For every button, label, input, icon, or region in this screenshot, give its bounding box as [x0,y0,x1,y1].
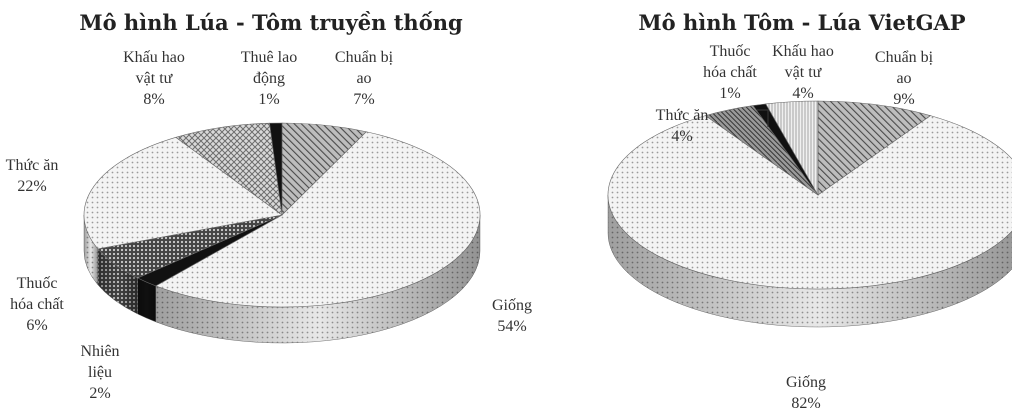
data-label-nhien-lieu: Nhiên liệu 2% [80,343,119,402]
pie-slice-khau-hao-vat-tu [175,122,283,216]
data-label-thuc-an: Thức ăn 22% [6,157,59,195]
pie-left-slices [83,122,481,344]
pie-slice-thue-lao-dong [269,122,283,216]
data-label-chuan-bi-ao: Chuẩn bị ao 7% [335,49,394,108]
leader-line-thuoc-hoa-chat [757,109,769,127]
pie-slice-chuan-bi-ao [817,100,932,196]
pie-slice-khau-hao-vat-tu [765,100,819,197]
data-label-giong: Giống 82% [786,374,826,412]
pie-left-labels: Chuẩn bị ao 7% Giống 54% Nhiên liệu 2% Thuốc hóa … [6,49,532,402]
pie-slice-giong [607,115,1012,290]
data-label-thue-lao-dong: Thuê lao động 1% [241,49,297,108]
pie-right-labels: Chuẩn bị ao 9% Giống 82% Thức ăn 4% Thuốc hóa ch… [656,43,934,412]
data-label-thuoc-hoa-chat: Thuốc hóa chất 1% [703,43,757,102]
pie-slice-thuc-an [83,136,283,250]
pie-side-shade-giong [608,195,1012,327]
data-label-khau-hao-vat-tu: Khấu hao vật tư 8% [123,49,185,108]
data-label-thuoc-hoa-chat: Thuốc hóa chất 6% [10,275,64,334]
pie-chart-right: Mô hình Tôm - Lúa VietGAP Chuẩn bị ao 9% Gi… [607,10,1012,412]
pie-slice-giong [155,131,481,308]
data-label-thuc-an: Thức ăn 4% [656,107,709,145]
data-label-khau-hao-vat-tu: Khấu hao vật tư 4% [772,43,834,102]
data-label-giong: Giống 54% [492,297,532,335]
pie-side-shade-nhien-lieu [137,277,156,322]
chart-title-right: Mô hình Tôm - Lúa VietGAP [638,10,965,35]
data-label-chuan-bi-ao: Chuẩn bị ao 9% [875,49,934,108]
pie-side-shade-thuoc-hoa-chat [97,248,138,314]
pie-right-slices [607,100,1012,328]
pie-chart-left: Mô hình Lúa - Tôm truyền thống Chuẩn bị a… [6,10,532,402]
pie-side-shade-giong [155,215,481,343]
chart-title-left: Mô hình Lúa - Tôm truyền thống [79,10,463,35]
